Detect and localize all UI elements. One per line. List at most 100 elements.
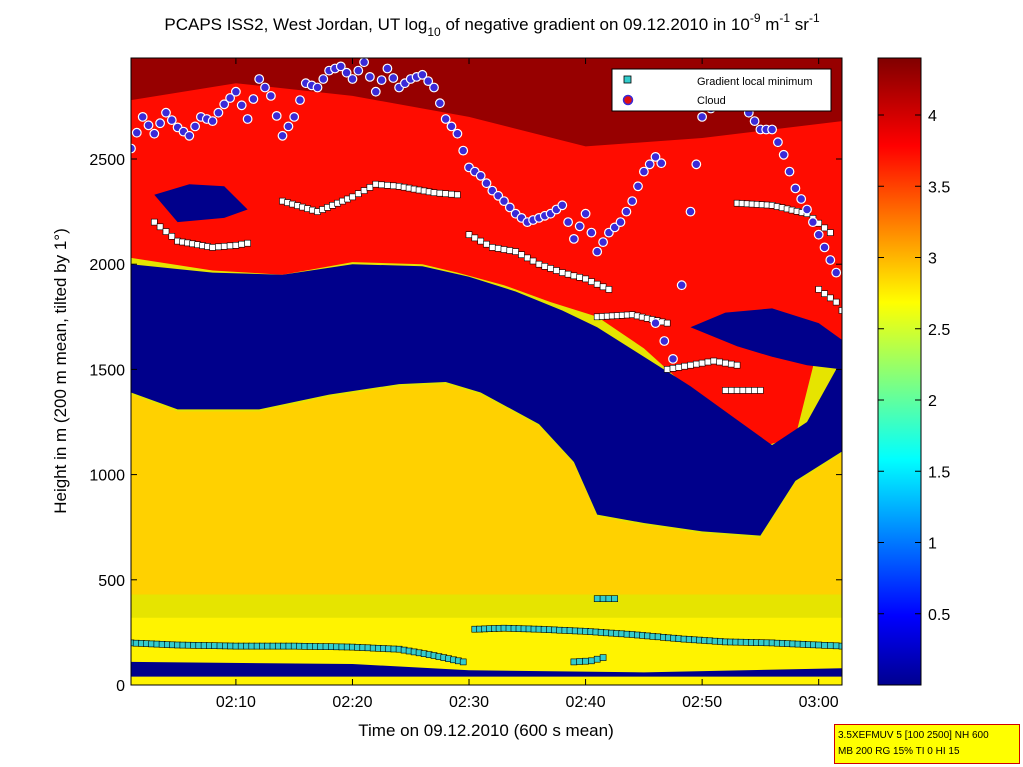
cloud-point [592, 246, 603, 257]
cloud-point [271, 110, 282, 121]
gradient-minimum-point [553, 267, 560, 274]
gradient-minimum-point [832, 298, 840, 306]
colorbar-tick-label: 3.5 [928, 179, 950, 196]
gradient-minimum-point [360, 187, 368, 194]
cloud-markers [131, 58, 842, 364]
cloud-point [458, 145, 469, 156]
cloud-point [219, 99, 230, 110]
gradient-minimum-point [832, 642, 840, 650]
cloud-point [365, 71, 375, 82]
gradient-minimum-point [209, 244, 216, 251]
chart-title: PCAPS ISS2, West Jordan, UT log10 of neg… [164, 11, 820, 39]
field-upper-pocket [154, 184, 248, 223]
gradient-minimum-point [716, 358, 723, 366]
gradient-minimum-point [488, 244, 496, 251]
cloud-point [347, 74, 358, 84]
cloud-point [236, 100, 247, 111]
x-tick-label: 02:20 [332, 694, 372, 711]
x-axis: 02:10 02:20 02:30 02:40 02:50 03:00 [216, 58, 839, 711]
colorbar-tick-label: 4 [928, 108, 937, 125]
gradient-minimum-point [220, 243, 228, 250]
gradient-minimum-point [570, 658, 578, 666]
gradient-minimum-point [582, 275, 589, 283]
y-tick-label: 2000 [89, 257, 125, 274]
gradient-minimum-point [576, 658, 584, 665]
gradient-minimum-point [448, 190, 455, 198]
cloud-point [697, 111, 707, 122]
legend: Gradient local minimum Cloud [611, 68, 832, 112]
cloud-point [248, 94, 259, 104]
cloud-point [242, 114, 253, 124]
gradient-minimum-point [384, 182, 391, 189]
y-tick-label: 0 [116, 678, 125, 695]
gradient-minimum-point [722, 359, 729, 367]
cloud-point [644, 159, 655, 170]
gradient-minimum-point [151, 218, 158, 226]
gradient-minimum-point [471, 234, 479, 242]
gradient-minimum-point [378, 181, 385, 189]
gradient-minimum-point [459, 658, 467, 666]
gradient-minimum-point [535, 260, 543, 268]
cloud-point [563, 217, 573, 228]
cloud-point [668, 354, 678, 364]
gradient-minimum-point [669, 364, 677, 372]
gradient-minimum-point [733, 361, 741, 369]
cloud-point [184, 130, 195, 141]
gradient-minimum-point [838, 642, 842, 650]
cloud-point [659, 336, 670, 346]
legend-gradient-swatch [623, 75, 632, 84]
gradient-minimum-point [349, 193, 356, 201]
cloud-point [499, 196, 509, 207]
cloud-point [773, 137, 783, 148]
gradient-minimum-point [821, 641, 828, 649]
cloud-point [749, 116, 760, 126]
plot-frame [130, 57, 843, 686]
gradient-minimum-point [599, 654, 607, 661]
cloud-point [295, 95, 305, 105]
cloud-point [796, 194, 807, 204]
gradient-minimum-point [529, 257, 537, 265]
gradient-minimum-point [168, 233, 176, 240]
cloud-point [778, 149, 789, 160]
gradient-minimum-point [215, 243, 222, 251]
colorbar-tick-label: 2.5 [928, 322, 950, 339]
gradient-minimum-point [611, 595, 619, 603]
cloud-point [283, 121, 294, 132]
gradient-minimum-point [430, 189, 438, 196]
cloud-point [627, 196, 638, 207]
settings-info-box: 3.5XEFMUV 5 [100 2500] NH 600 MB 200 RG … [834, 724, 1020, 764]
colorbar-tick-label: 1.5 [928, 464, 950, 481]
gradient-minimum-point [599, 595, 607, 603]
gradient-minimum-point [826, 642, 834, 649]
cloud-point [318, 74, 329, 84]
x-tick-label: 02:10 [216, 694, 256, 711]
gradient-minimum-point [576, 273, 584, 281]
gradient-minimum-point [704, 358, 712, 366]
y-axis-label: Height in m (200 m mean, tilted by 1°) [51, 228, 70, 514]
cloud-point [676, 280, 687, 291]
gradient-minimum-point [593, 655, 601, 663]
gradient-minimum-point [541, 262, 549, 270]
gradient-minimum-point [483, 240, 490, 248]
cloud-point [143, 120, 154, 131]
cloud-point [277, 130, 288, 141]
x-axis-label: Time on 09.12.2010 (600 s mean) [358, 721, 613, 740]
cloud-point [504, 202, 515, 213]
colorbar-tick-label: 0.5 [928, 607, 950, 624]
field-upper-layer [131, 58, 842, 448]
cloud-point [569, 233, 579, 244]
cloud-point [440, 114, 451, 124]
x-tick-label: 02:30 [449, 694, 489, 711]
cloud-point [435, 98, 445, 109]
cloud-point [417, 69, 428, 80]
cloud-point [260, 82, 270, 93]
gradient-minimum-point [506, 247, 514, 254]
cloud-point [808, 217, 818, 228]
gradient-minimum-point [570, 272, 578, 280]
gradient-minimum-point [588, 278, 595, 285]
gradient-minimum-point [588, 657, 595, 665]
y-tick-label: 2500 [89, 152, 125, 169]
cloud-point [825, 255, 836, 265]
cloud-point [586, 227, 597, 238]
gradient-minimum-point [436, 189, 444, 197]
